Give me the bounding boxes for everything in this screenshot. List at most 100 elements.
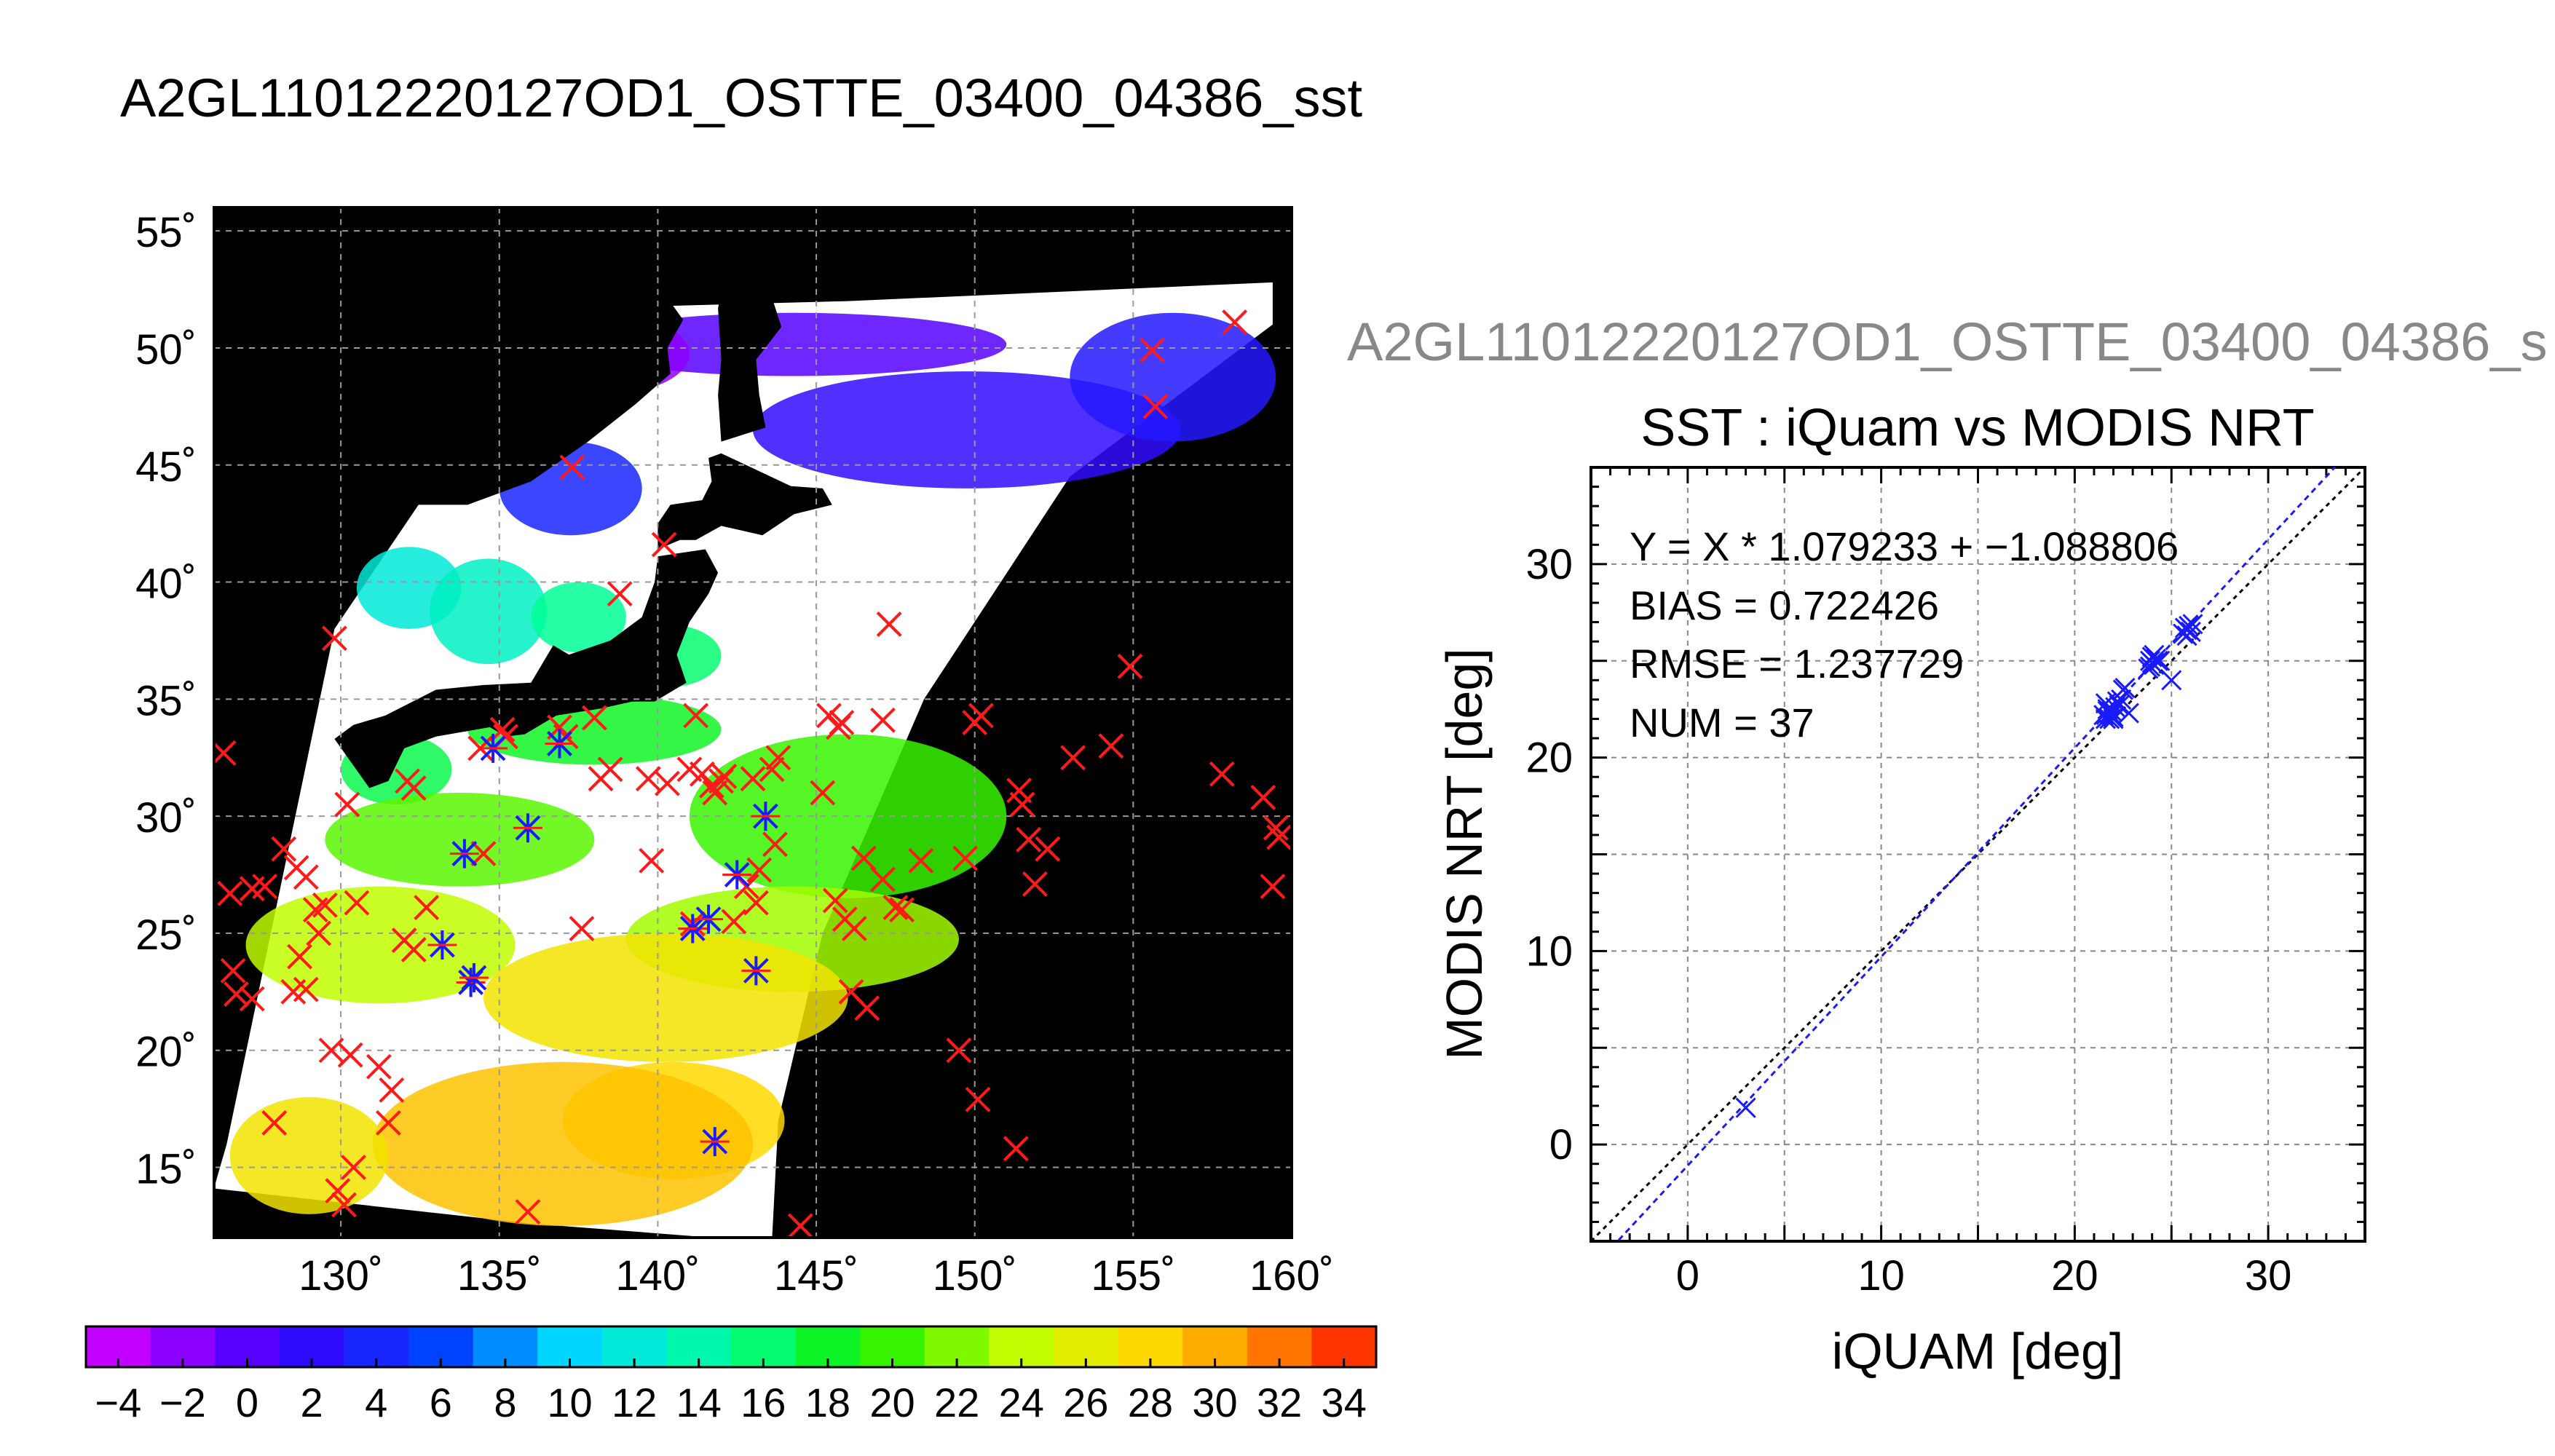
colorbar-tick-label: 8	[494, 1380, 516, 1425]
red-x-marker	[470, 841, 497, 867]
red-x-marker	[759, 756, 785, 783]
scatter-tick-marks	[1590, 466, 2366, 1243]
red-x-marker	[489, 716, 516, 743]
red-x-marker	[711, 764, 738, 789]
colorbar-tick-label: 10	[547, 1380, 592, 1425]
red-x-marker	[810, 780, 836, 806]
colorbar-tick-label: 4	[365, 1380, 387, 1425]
red-x-marker	[683, 703, 709, 729]
red-x-marker	[733, 874, 759, 900]
red-x-marker	[822, 887, 848, 914]
red-x-marker	[217, 880, 243, 906]
red-x-marker	[854, 995, 880, 1021]
map-frame	[213, 206, 1293, 1239]
red-x-marker	[1022, 871, 1048, 897]
colorbar-tick-label: 20	[869, 1380, 915, 1425]
sst-map-panel: 55˚ 50˚ 45˚ 40˚ 35˚ 30˚ 25˚ 20˚ 15˚ 130˚ 135˚ 140˚…	[135, 206, 1334, 1299]
red-x-marker	[787, 1213, 813, 1238]
red-x-marker	[1009, 791, 1035, 818]
red-x-marker	[889, 897, 915, 923]
blue-star-marker	[678, 914, 708, 943]
red-x-marker	[515, 1199, 541, 1225]
land-hokkaido	[657, 453, 832, 550]
red-x-marker	[1266, 824, 1292, 850]
blue-star-marker	[513, 813, 542, 843]
blue-star-marker	[545, 729, 574, 759]
lon-tick-label: 150˚	[933, 1252, 1017, 1299]
scatter-point	[2114, 677, 2136, 699]
red-x-marker	[952, 845, 979, 871]
lon-tick-label: 145˚	[774, 1252, 858, 1299]
red-x-marker	[239, 986, 265, 1012]
blue-star-marker	[449, 839, 479, 869]
red-x-marker	[968, 703, 994, 729]
colorbar-tick-label: 34	[1322, 1380, 1367, 1425]
red-x-marker	[318, 1037, 344, 1064]
red-x-marker	[597, 756, 623, 783]
figure-title: A2GL11012220127OD1_OSTTE_03400_04386_sst	[120, 68, 1363, 128]
colorbar-tick-label: 26	[1063, 1380, 1108, 1425]
red-x-marker	[325, 1178, 351, 1204]
sst-patch	[430, 558, 548, 665]
identity-line	[1591, 467, 2365, 1241]
lon-tick-label: 130˚	[299, 1252, 383, 1299]
scatter-point	[2149, 650, 2171, 671]
sst-patch	[325, 792, 595, 887]
scatter-x-tick-labels: 0 10 20 30	[1676, 1252, 2292, 1299]
lat-tick-label: 55˚	[135, 209, 197, 256]
red-x-marker	[1250, 784, 1276, 810]
red-x-marker	[908, 847, 934, 874]
scatter-file-label: A2GL11012220127OD1_OSTTE_03400_04386_s	[1347, 312, 2547, 372]
x-tick-label: 20	[2051, 1252, 2098, 1299]
red-x-marker	[1098, 733, 1124, 759]
scatter-point	[2182, 614, 2203, 635]
red-x-marker	[293, 864, 319, 890]
red-x-marker	[271, 836, 297, 862]
red-x-marker	[870, 866, 896, 893]
colorbar-tick-labels: −4 −2 0 2 4 6 8 10 12 14 16 18 20 22 24 26 28 30 32 34	[95, 1358, 1367, 1425]
land-asia	[214, 207, 684, 713]
scatter-points	[1735, 614, 2203, 1118]
scatter-point	[2176, 625, 2197, 646]
red-x-marker	[689, 761, 715, 787]
red-x-marker	[841, 916, 867, 941]
colorbar-tick-label: 18	[805, 1380, 850, 1425]
red-x-marker	[1003, 1136, 1029, 1162]
red-x-marker	[655, 770, 680, 796]
scatter-point	[2099, 708, 2120, 729]
y-tick-label: 0	[1549, 1121, 1573, 1168]
colorbar-tick-label: 22	[934, 1380, 979, 1425]
red-x-marker	[344, 890, 370, 916]
sst-colorbar: −4 −2 0 2 4 6 8 10 12 14 16 18 20 22 24 26 28 30 32 34	[84, 1325, 1378, 1425]
red-x-marker	[1117, 653, 1143, 679]
stats-rmse: RMSE = 1.237729	[1630, 641, 1964, 687]
red-x-marker	[400, 937, 427, 962]
red-x-marker	[220, 957, 246, 984]
colorbar-tick-label: −4	[95, 1380, 141, 1425]
latitude-labels: 55˚ 50˚ 45˚ 40˚ 35˚ 30˚ 25˚ 20˚ 15˚	[135, 209, 197, 1192]
stats-num: NUM = 37	[1630, 700, 1814, 745]
land-sakhalin	[718, 247, 782, 442]
land-kyushu_korea_gap	[214, 708, 227, 723]
red-x-marker	[400, 775, 427, 801]
red-x-marker	[252, 874, 278, 900]
red-x-marker	[765, 745, 791, 771]
colorbar-tick-label: 32	[1257, 1380, 1302, 1425]
colorbar-tick-label: 12	[612, 1380, 657, 1425]
scatter-point	[2141, 652, 2163, 673]
lon-tick-label: 155˚	[1091, 1252, 1175, 1299]
sst-patch	[483, 933, 848, 1062]
red-x-marker	[1209, 761, 1235, 787]
lat-tick-label: 25˚	[135, 911, 197, 959]
sst-patch	[753, 371, 1181, 488]
red-x-marker	[1140, 337, 1165, 363]
lat-tick-label: 20˚	[135, 1029, 197, 1076]
red-x-marker	[965, 1086, 991, 1112]
red-marker-layer	[214, 309, 1292, 1238]
red-x-marker	[321, 625, 347, 652]
blue-star-marker	[694, 904, 724, 934]
red-x-marker	[816, 703, 842, 729]
red-x-marker	[635, 766, 661, 792]
blue-star-marker	[459, 963, 489, 993]
